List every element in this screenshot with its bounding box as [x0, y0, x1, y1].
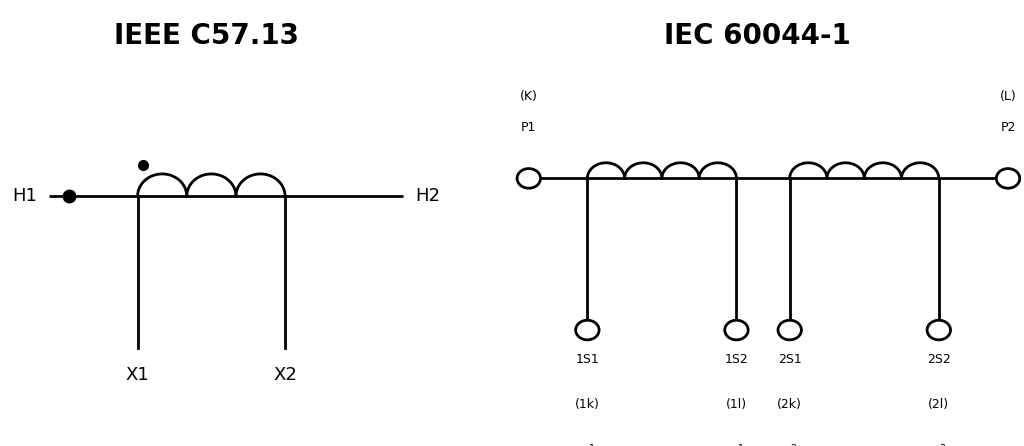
Text: IEEE C57.13: IEEE C57.13	[114, 22, 299, 50]
Circle shape	[517, 169, 541, 188]
Text: 1S2: 1S2	[725, 353, 749, 366]
Circle shape	[725, 320, 749, 340]
Text: $S^1_1$: $S^1_1$	[579, 442, 596, 446]
Text: P2: P2	[1000, 121, 1016, 134]
Circle shape	[575, 320, 599, 340]
Text: $S^2_2$: $S^2_2$	[931, 442, 947, 446]
Text: (1k): (1k)	[574, 398, 600, 411]
Text: IEC 60044-1: IEC 60044-1	[665, 22, 851, 50]
Text: (2l): (2l)	[928, 398, 949, 411]
Text: H1: H1	[12, 187, 37, 205]
Text: X2: X2	[273, 366, 297, 384]
Circle shape	[927, 320, 950, 340]
Text: 2S1: 2S1	[778, 353, 802, 366]
Text: (1l): (1l)	[726, 398, 748, 411]
Text: X1: X1	[126, 366, 150, 384]
Text: H2: H2	[415, 187, 440, 205]
Circle shape	[996, 169, 1020, 188]
Text: (2k): (2k)	[777, 398, 802, 411]
Text: P1: P1	[521, 121, 537, 134]
Circle shape	[778, 320, 802, 340]
Text: (K): (K)	[520, 90, 538, 103]
Text: $S^1_2$: $S^1_2$	[728, 442, 744, 446]
Text: 1S1: 1S1	[575, 353, 599, 366]
Text: $S^2_1$: $S^2_1$	[781, 442, 798, 446]
Text: (L): (L)	[999, 90, 1017, 103]
Text: 2S2: 2S2	[927, 353, 950, 366]
